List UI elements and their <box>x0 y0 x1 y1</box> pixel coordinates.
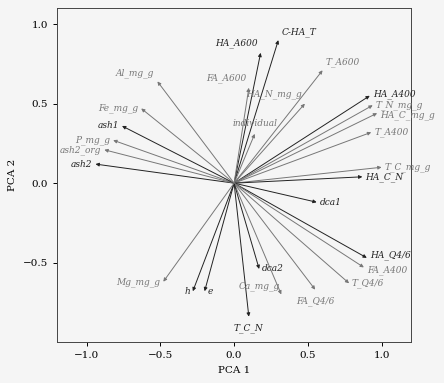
Text: T_A400: T_A400 <box>374 128 408 137</box>
Text: T_C_mg_g: T_C_mg_g <box>385 162 431 172</box>
Text: FA_A400: FA_A400 <box>367 266 407 275</box>
Text: T_N_mg_g: T_N_mg_g <box>376 100 423 110</box>
Text: HA_N_mg_g: HA_N_mg_g <box>246 89 302 99</box>
Text: HA_C_N: HA_C_N <box>365 172 404 182</box>
Text: HA_A400: HA_A400 <box>373 89 415 99</box>
Text: T_A600: T_A600 <box>325 57 360 67</box>
Text: Mg_mg_g: Mg_mg_g <box>116 277 160 286</box>
Text: ash2: ash2 <box>71 160 92 169</box>
Text: e: e <box>207 287 213 296</box>
X-axis label: PCA 1: PCA 1 <box>218 366 250 375</box>
Text: T_C_N: T_C_N <box>234 323 264 333</box>
Text: dca2: dca2 <box>262 265 284 273</box>
Text: h: h <box>184 287 190 296</box>
Text: FA_Q4/6: FA_Q4/6 <box>296 296 334 306</box>
Text: T_Q4/6: T_Q4/6 <box>352 278 385 288</box>
Text: Ca_mg_g: Ca_mg_g <box>238 282 280 291</box>
Text: Fe_mg_g: Fe_mg_g <box>98 104 138 113</box>
Text: individual: individual <box>232 118 277 128</box>
Text: HA_A600: HA_A600 <box>215 38 258 48</box>
Text: dca1: dca1 <box>320 198 341 207</box>
Text: P_mg_g: P_mg_g <box>75 136 110 145</box>
Text: HA_Q4/6: HA_Q4/6 <box>370 250 411 260</box>
Text: ash1: ash1 <box>98 121 119 131</box>
Text: Al_mg_g: Al_mg_g <box>116 69 155 78</box>
Text: HA_C_mg_g: HA_C_mg_g <box>380 110 435 119</box>
Text: ash2_org: ash2_org <box>60 145 101 155</box>
Text: C-HA_T: C-HA_T <box>281 27 316 37</box>
Text: FA_A600: FA_A600 <box>206 73 246 83</box>
Y-axis label: PCA 2: PCA 2 <box>8 159 17 192</box>
